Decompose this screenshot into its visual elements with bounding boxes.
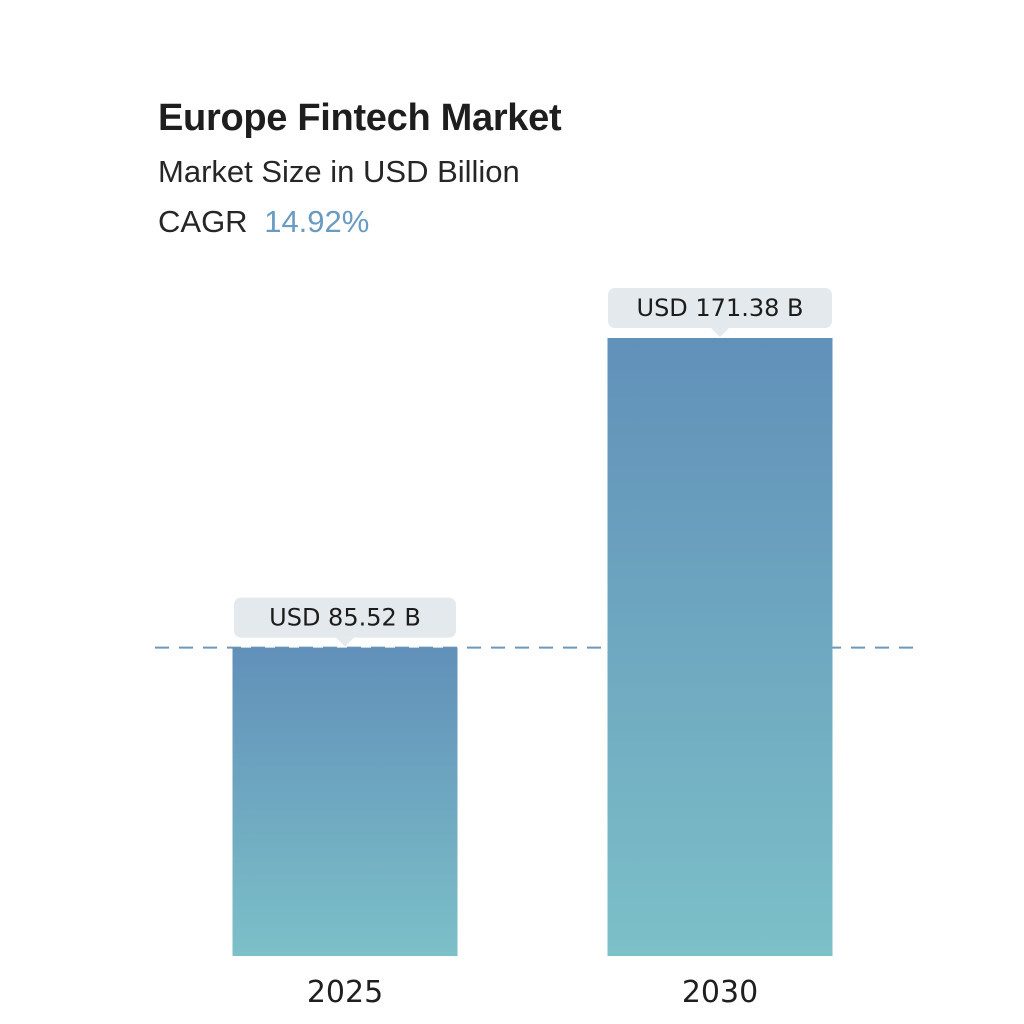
- value-bubble-pointer: [711, 328, 729, 337]
- cagr-value: 14.92%: [264, 204, 370, 239]
- value-bubble-pointer: [336, 637, 354, 647]
- chart-subtitle: Market Size in USD Billion: [158, 154, 520, 189]
- value-bubble: [234, 597, 456, 638]
- x-tick-label-2025: 2025: [307, 975, 383, 1010]
- x-tick-label-2030: 2030: [682, 975, 758, 1010]
- chart-title: Europe Fintech Market: [158, 97, 562, 139]
- value-label-2030: USD 171.38 B: [608, 288, 832, 337]
- value-bubble: [608, 288, 832, 328]
- chart-header: Europe Fintech Market Market Size in USD…: [158, 92, 562, 242]
- plot-area: USD 85.52 B USD 171.38 B 2025 2030: [155, 288, 915, 1010]
- bar-2025: [232, 647, 458, 956]
- cagr-row: CAGR 14.92%: [158, 202, 561, 242]
- value-label-text: USD 171.38 B: [637, 294, 804, 322]
- value-label-text: USD 85.52 B: [269, 604, 421, 632]
- value-label-2025: USD 85.52 B: [234, 597, 456, 647]
- bar-2030: [607, 338, 833, 956]
- cagr-label: CAGR: [158, 204, 248, 239]
